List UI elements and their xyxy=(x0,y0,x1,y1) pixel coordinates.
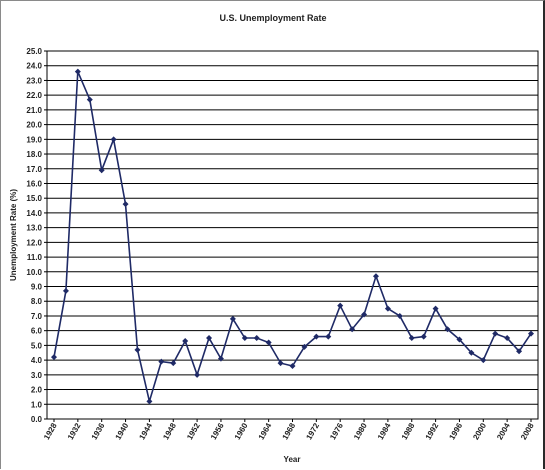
data-point xyxy=(146,398,153,405)
y-tick-label: 10.0 xyxy=(26,268,42,277)
x-tick-label: 1988 xyxy=(400,421,417,441)
data-point xyxy=(277,360,284,367)
x-tick-label: 1944 xyxy=(137,421,154,441)
data-point xyxy=(361,311,368,318)
y-tick-label: 17.0 xyxy=(26,165,42,174)
x-tick-label: 2000 xyxy=(471,421,488,441)
data-point xyxy=(384,305,391,312)
y-tick-label: 5.0 xyxy=(31,341,43,350)
y-tick-label: 1.0 xyxy=(31,400,43,409)
data-point xyxy=(516,348,523,355)
y-tick-label: 4.0 xyxy=(31,356,43,365)
x-axis-label: Year xyxy=(284,455,301,464)
y-tick-label: 6.0 xyxy=(31,327,43,336)
y-tick-label: 25.0 xyxy=(26,47,42,56)
x-tick-label: 1992 xyxy=(424,421,441,441)
data-point xyxy=(62,287,69,294)
data-point xyxy=(86,96,93,103)
x-tick-label: 1984 xyxy=(376,421,393,441)
data-point xyxy=(492,330,499,337)
data-point xyxy=(456,336,463,343)
data-markers xyxy=(51,68,534,405)
y-tick-label: 14.0 xyxy=(26,209,42,218)
y-tick-label: 23.0 xyxy=(26,76,42,85)
x-tick-label: 2004 xyxy=(495,421,512,441)
series-line xyxy=(53,71,532,405)
data-point xyxy=(217,355,224,362)
data-point xyxy=(480,357,487,364)
x-tick-label: 1980 xyxy=(352,421,369,441)
data-point xyxy=(444,326,451,333)
x-tick-label: 1960 xyxy=(233,421,250,441)
data-point xyxy=(229,315,236,322)
data-point xyxy=(349,326,356,333)
data-point xyxy=(372,273,379,280)
y-tick-label: 16.0 xyxy=(26,179,42,188)
data-point xyxy=(110,136,117,143)
data-point xyxy=(74,68,81,75)
data-point xyxy=(122,201,129,208)
data-point xyxy=(420,333,427,340)
chart-title: U.S. Unemployment Rate xyxy=(219,13,326,23)
x-tick-label: 1928 xyxy=(42,421,59,441)
data-point xyxy=(134,346,141,353)
y-tick-label: 9.0 xyxy=(31,283,43,292)
y-tick-label: 22.0 xyxy=(26,91,42,100)
x-axis-ticks: 1928 1932 1936 1940 1944 1948 1952 1956 1960 1964… xyxy=(42,419,536,441)
y-tick-label: 0.0 xyxy=(31,415,43,424)
y-tick-label: 18.0 xyxy=(26,150,42,159)
y-tick-label: 8.0 xyxy=(31,297,43,306)
x-tick-label: 1936 xyxy=(90,421,107,441)
data-point xyxy=(289,363,296,370)
data-point xyxy=(241,335,248,342)
data-point xyxy=(432,305,439,312)
y-tick-label: 15.0 xyxy=(26,194,42,203)
y-tick-label: 21.0 xyxy=(26,106,42,115)
data-point xyxy=(468,349,475,356)
data-point xyxy=(504,335,511,342)
y-tick-label: 12.0 xyxy=(26,238,42,247)
data-point xyxy=(158,358,165,365)
y-tick-label: 19.0 xyxy=(26,135,42,144)
y-tick-label: 13.0 xyxy=(26,224,42,233)
data-point xyxy=(194,371,201,378)
data-point xyxy=(528,330,534,337)
data-point xyxy=(253,335,260,342)
y-axis-label: Unemployment Rate (%) xyxy=(9,189,18,281)
y-tick-label: 11.0 xyxy=(27,253,43,262)
y-tick-label: 20.0 xyxy=(26,121,42,130)
data-point xyxy=(51,354,57,361)
x-tick-label: 2008 xyxy=(519,421,536,441)
data-point xyxy=(396,312,403,319)
x-tick-label: 1968 xyxy=(281,421,298,441)
data-point xyxy=(301,343,308,350)
data-point xyxy=(313,333,320,340)
y-axis-ticks: 0.0 1.0 2.0 3.0 4.0 5.0 6.0 7.0 8.0 9.0 10.0 11.0 12… xyxy=(26,47,47,424)
gridlines xyxy=(47,65,538,405)
y-tick-label: 24.0 xyxy=(26,62,42,71)
data-point xyxy=(337,302,344,309)
x-tick-label: 1996 xyxy=(447,421,464,441)
x-tick-label: 1940 xyxy=(114,421,131,441)
data-point xyxy=(325,333,332,340)
data-point xyxy=(408,335,415,342)
x-tick-label: 1956 xyxy=(209,421,226,441)
x-tick-label: 1948 xyxy=(161,421,178,441)
data-point xyxy=(182,337,189,344)
x-tick-label: 1976 xyxy=(328,421,345,441)
data-point xyxy=(265,339,272,346)
x-tick-label: 1964 xyxy=(257,421,274,441)
x-tick-label: 1932 xyxy=(66,421,83,441)
y-tick-label: 2.0 xyxy=(31,386,43,395)
data-point xyxy=(170,360,177,367)
data-point xyxy=(98,167,105,174)
x-tick-label: 1952 xyxy=(185,421,202,441)
x-tick-label: 1972 xyxy=(304,421,321,441)
data-point xyxy=(206,335,213,342)
y-tick-label: 3.0 xyxy=(31,371,43,380)
y-tick-label: 7.0 xyxy=(31,312,43,321)
